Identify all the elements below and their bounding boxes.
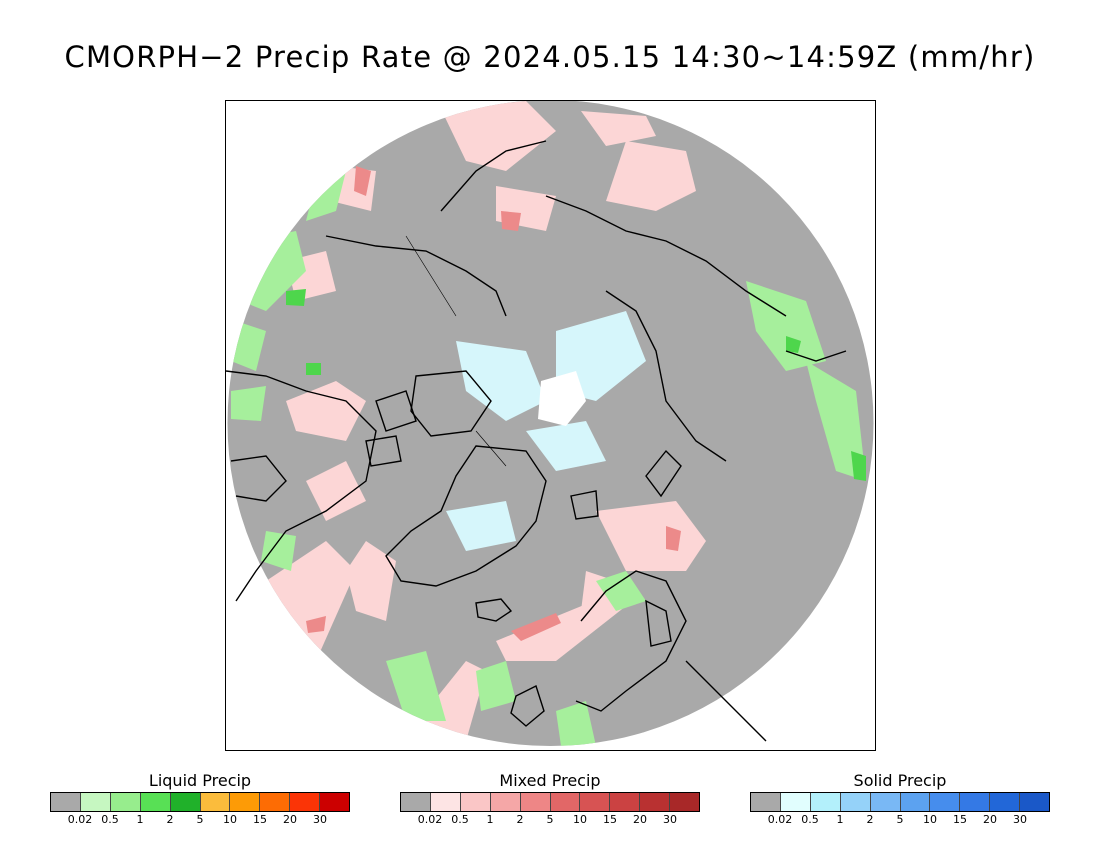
legend-tick-label: 30	[1013, 813, 1027, 826]
legend-swatch	[810, 793, 841, 811]
legend-ticks: 0.02 0.5 1 2 5 10 15 20 30	[750, 812, 1050, 826]
legend-tick-label: 5	[546, 813, 554, 826]
legend-tick-label: 0.5	[801, 813, 819, 826]
legend-swatch	[930, 793, 961, 811]
legend-swatch	[320, 793, 350, 811]
legend-title: Liquid Precip	[148, 771, 252, 790]
legend-tick-label: 2	[166, 813, 174, 826]
legend-swatch	[870, 793, 901, 811]
legend-swatch	[550, 793, 581, 811]
legend-swatch	[51, 793, 81, 811]
legend-swatch	[460, 793, 491, 811]
legend-ticks: 0.02 0.5 1 2 5 10 15 20 30	[50, 812, 350, 826]
legend-tick-label: 0.5	[451, 813, 469, 826]
novaya-zemlya-coast	[645, 449, 682, 498]
legend-title: Mixed Precip	[499, 771, 601, 790]
legend-tick-label: 1	[836, 813, 844, 826]
legend-swatch	[900, 793, 931, 811]
legend-swatch	[1020, 793, 1050, 811]
legend-swatch	[260, 793, 291, 811]
legend-tick-label: 2	[866, 813, 874, 826]
legend-tick-label: 0.02	[67, 813, 93, 826]
legend-tick-label: 30	[663, 813, 677, 826]
legend-swatch	[401, 793, 431, 811]
legend-tick-label: 5	[896, 813, 904, 826]
iceland-coast	[475, 598, 513, 622]
polar-precip-map	[226, 101, 874, 746]
legend-bar	[750, 792, 1050, 812]
legend-swatch	[990, 793, 1021, 811]
legend-swatch	[170, 793, 201, 811]
legend-tick-label: 30	[313, 813, 327, 826]
legend-tick-label: 0.02	[417, 813, 443, 826]
legend-tick-label: 15	[953, 813, 967, 826]
legend-solid-precip: Solid Precip 0.02 0.5 1 2 5 10 15 20 30	[750, 770, 1050, 826]
siberia-coast	[545, 195, 787, 317]
legend-tick-label: 1	[486, 813, 494, 826]
solid-precip-white	[538, 371, 586, 426]
legend-tick-label: 15	[603, 813, 617, 826]
borders	[405, 235, 507, 467]
legend-tick-label: 5	[196, 813, 204, 826]
legend-mixed-precip: Mixed Precip 0.02 0.5 1 2 5 10 15 20 30	[400, 770, 700, 826]
legend-swatch	[640, 793, 671, 811]
legend-swatch	[140, 793, 171, 811]
legend-swatch	[200, 793, 231, 811]
mixed-precip-heavy	[306, 166, 681, 641]
legend-swatch	[670, 793, 700, 811]
legend-swatch	[960, 793, 991, 811]
legend-tick-label: 0.02	[767, 813, 793, 826]
legend-tick-label: 20	[633, 813, 647, 826]
legend-tick-label: 15	[253, 813, 267, 826]
legend-liquid-precip: Liquid Precip 0.02 0.5 1 2 5 10 15 20 30	[50, 770, 350, 826]
canadian-archipelago	[410, 370, 492, 437]
greenland-coast	[385, 445, 547, 587]
legend-tick-label: 1	[136, 813, 144, 826]
legend-ticks: 0.02 0.5 1 2 5 10 15 20 30	[400, 812, 700, 826]
legend-tick-label: 10	[223, 813, 237, 826]
legend-tick-label: 20	[983, 813, 997, 826]
legend-bar	[50, 792, 350, 812]
coastlines	[226, 140, 847, 742]
alaska-coast	[325, 235, 507, 317]
svalbard-coast	[570, 490, 599, 520]
legend-swatch	[430, 793, 461, 811]
page-title: CMORPH−2 Precip Rate @ 2024.05.15 14:30~…	[64, 40, 1036, 74]
legend-swatch	[110, 793, 141, 811]
legend-swatch	[580, 793, 611, 811]
british-isles-coast	[510, 685, 545, 727]
legend-swatch	[780, 793, 811, 811]
legend-tick-label: 10	[923, 813, 937, 826]
legend-swatch	[840, 793, 871, 811]
legend-swatch	[751, 793, 781, 811]
map-frame	[225, 100, 876, 751]
north-america-coast	[226, 370, 377, 602]
legend-tick-label: 10	[573, 813, 587, 826]
legend-swatch	[80, 793, 111, 811]
legend-swatch	[610, 793, 641, 811]
legend-bar	[400, 792, 700, 812]
legend-swatch	[490, 793, 521, 811]
legend-tick-label: 20	[283, 813, 297, 826]
legend-tick-label: 2	[516, 813, 524, 826]
legend-swatch	[520, 793, 551, 811]
legend-swatch	[230, 793, 261, 811]
legend-swatch	[290, 793, 321, 811]
legend-title: Solid Precip	[853, 771, 947, 790]
scandinavia-coast	[575, 570, 687, 712]
legend-tick-label: 0.5	[101, 813, 119, 826]
liquid-precip-heavy	[286, 289, 866, 481]
